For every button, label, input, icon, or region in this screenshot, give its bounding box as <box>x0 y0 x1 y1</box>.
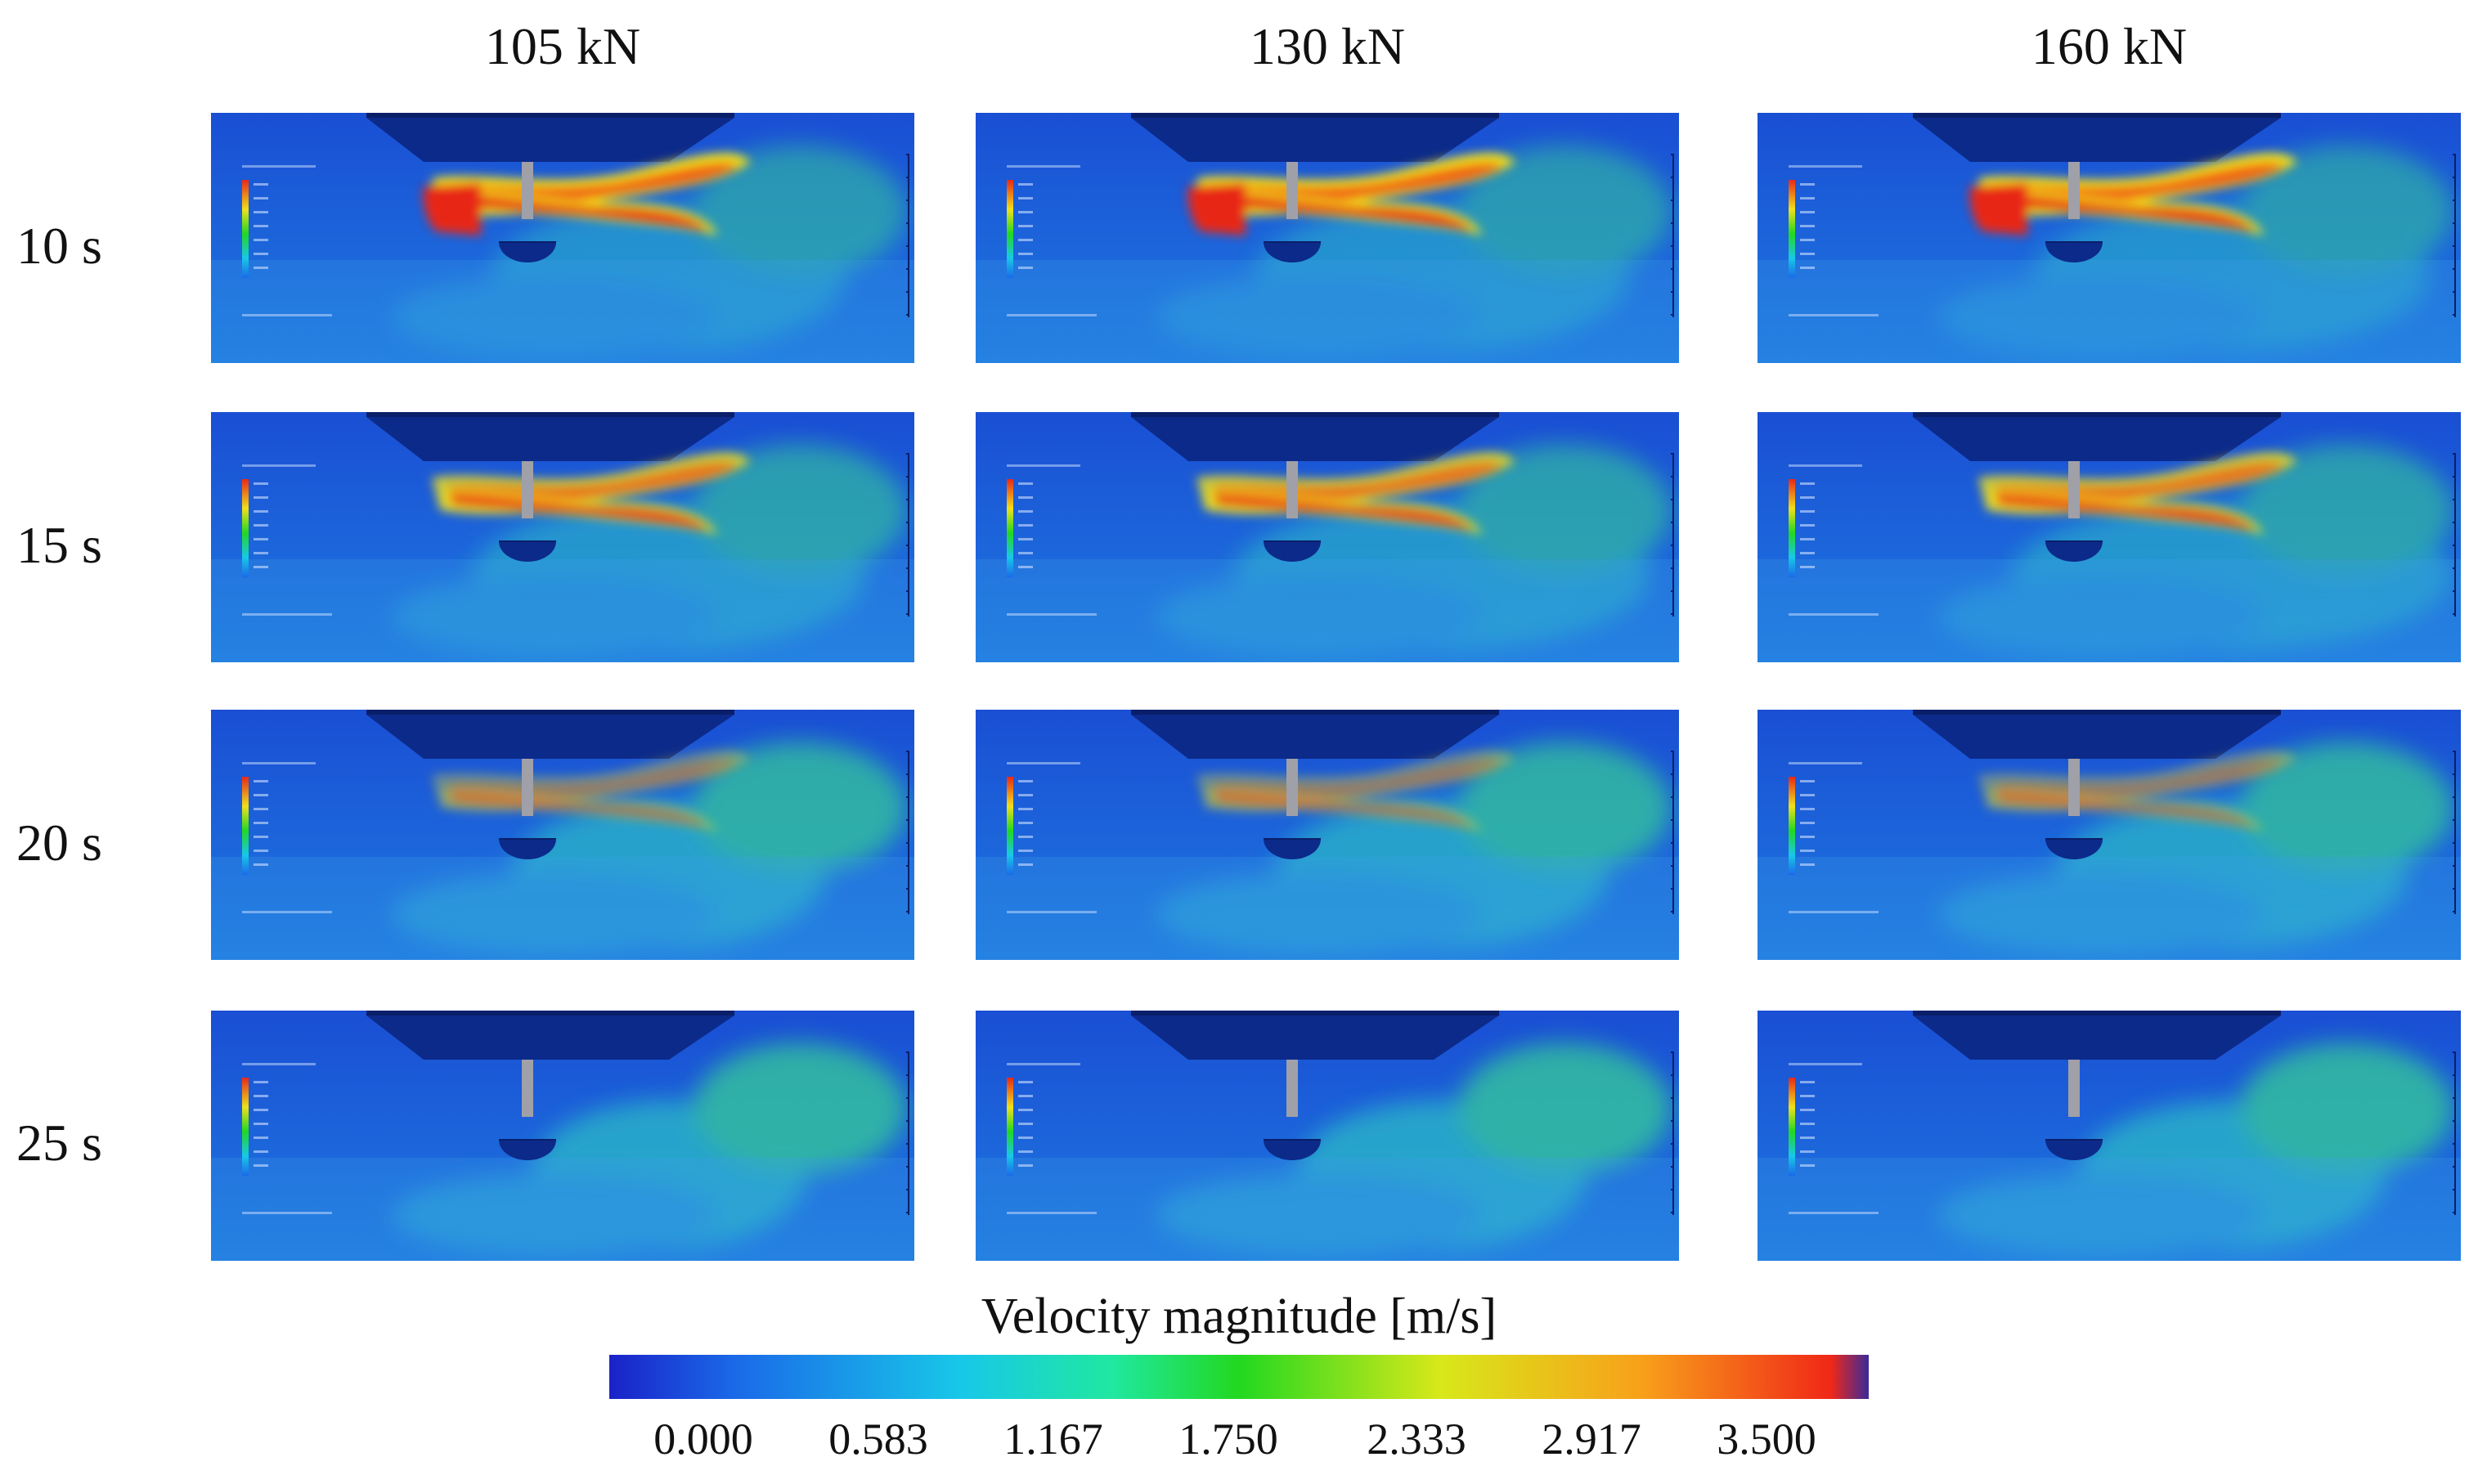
flow-panel <box>976 113 1679 363</box>
flow-panel <box>976 710 1679 960</box>
flow-panel <box>211 113 914 363</box>
flow-panel <box>211 710 914 960</box>
row-label-25s: 25 s <box>16 1114 102 1172</box>
column-header-130kn: 130 kN <box>1249 17 1406 75</box>
row-label-20s: 20 s <box>16 814 102 872</box>
colorbar-tick: 1.750 <box>1178 1415 1278 1464</box>
flow-panel <box>211 412 914 662</box>
row-label-10s: 10 s <box>16 217 102 275</box>
colorbar-title: Velocity magnitude [m/s] <box>981 1289 1497 1344</box>
colorbar-tick: 1.167 <box>1003 1415 1103 1464</box>
column-header-105kn: 105 kN <box>484 17 641 75</box>
flow-panel <box>211 1011 914 1261</box>
flow-panel <box>1757 412 2461 662</box>
colorbar-tick: 3.500 <box>1717 1415 1816 1464</box>
colorbar-tick: 0.583 <box>828 1415 928 1464</box>
flow-panel <box>1757 113 2461 363</box>
flow-panel <box>1757 710 2461 960</box>
colorbar-tick: 2.917 <box>1542 1415 1641 1464</box>
row-label-15s: 15 s <box>16 516 102 574</box>
flow-panel <box>976 1011 1679 1261</box>
colorbar <box>609 1355 1869 1399</box>
flow-panel <box>976 412 1679 662</box>
flow-panel <box>1757 1011 2461 1261</box>
column-header-160kn: 160 kN <box>2031 17 2188 75</box>
colorbar-tick: 2.333 <box>1367 1415 1466 1464</box>
colorbar-tick: 0.000 <box>653 1415 753 1464</box>
